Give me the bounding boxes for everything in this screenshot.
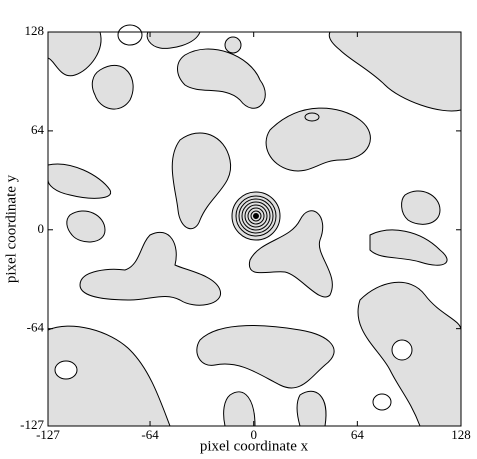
y-axis-label: pixel coordinate y — [3, 174, 19, 283]
x-tick-label: 0 — [250, 427, 257, 442]
contour-region — [79, 231, 221, 306]
peak-contour — [244, 204, 268, 228]
contour-region — [296, 390, 327, 427]
y-tick-label: 128 — [25, 23, 45, 38]
contour-region — [224, 36, 242, 54]
contour-hole — [117, 24, 143, 46]
y-tick-label: 64 — [31, 122, 45, 137]
contour-region — [223, 391, 256, 427]
x-tick-label: 64 — [351, 427, 365, 442]
y-tick-label: -127 — [20, 417, 44, 432]
y-tick-label: 0 — [38, 221, 45, 236]
contour-region — [304, 112, 320, 122]
contour-region — [177, 48, 266, 109]
contour-region — [47, 163, 112, 199]
contour-hole — [372, 393, 392, 411]
peak-contour — [250, 210, 262, 222]
peak-contour — [241, 201, 271, 231]
peak-contour — [253, 213, 259, 219]
contour-hole — [391, 339, 413, 361]
contour-region — [248, 210, 333, 298]
x-tick-label: 128 — [451, 427, 471, 442]
x-tick-label: -64 — [141, 427, 159, 442]
central-peak — [231, 191, 281, 241]
contour-region — [369, 229, 448, 266]
contour-region — [47, 31, 102, 77]
contour-region — [171, 132, 232, 230]
contour-region — [146, 31, 201, 49]
peak-contour — [247, 207, 265, 225]
contour-region — [47, 325, 171, 427]
y-tick-label: -64 — [27, 320, 45, 335]
contour-region — [401, 190, 441, 225]
x-tick-label: -127 — [36, 427, 60, 442]
contour-hole — [54, 360, 78, 380]
contour-region — [196, 325, 335, 389]
peak-contour — [238, 198, 274, 234]
contour-region — [66, 210, 106, 243]
contour-region — [265, 107, 371, 172]
contour-region — [91, 64, 134, 110]
contour-region — [328, 31, 462, 112]
peak-contour — [235, 195, 277, 237]
plot-frame — [47, 31, 462, 427]
contour-regions — [47, 24, 462, 427]
x-axis-label: pixel coordinate x — [200, 438, 309, 454]
